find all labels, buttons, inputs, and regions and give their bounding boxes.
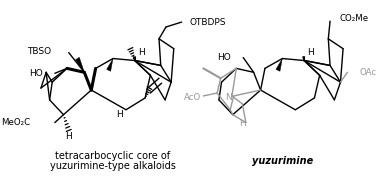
- Text: OTBDPS: OTBDPS: [189, 18, 226, 27]
- Text: AcO: AcO: [184, 94, 201, 102]
- Text: H: H: [116, 110, 122, 119]
- Text: H: H: [239, 119, 246, 128]
- Text: yuzurimine-type alkaloids: yuzurimine-type alkaloids: [50, 161, 176, 171]
- Text: HO: HO: [29, 69, 43, 78]
- Text: tetracarbocyclic core of: tetracarbocyclic core of: [56, 151, 170, 161]
- Text: N: N: [225, 94, 232, 102]
- Text: yuzurimine: yuzurimine: [252, 156, 313, 166]
- Text: HO: HO: [217, 53, 231, 62]
- Text: H: H: [65, 132, 72, 141]
- Text: H: H: [308, 48, 314, 57]
- Text: OAc: OAc: [359, 68, 377, 77]
- Text: H: H: [138, 48, 145, 57]
- Polygon shape: [107, 59, 113, 71]
- Text: TBSO: TBSO: [27, 47, 51, 56]
- Text: CO₂Me: CO₂Me: [340, 14, 369, 23]
- Polygon shape: [276, 59, 282, 71]
- Polygon shape: [76, 57, 84, 72]
- Text: MeO₂C: MeO₂C: [2, 118, 31, 127]
